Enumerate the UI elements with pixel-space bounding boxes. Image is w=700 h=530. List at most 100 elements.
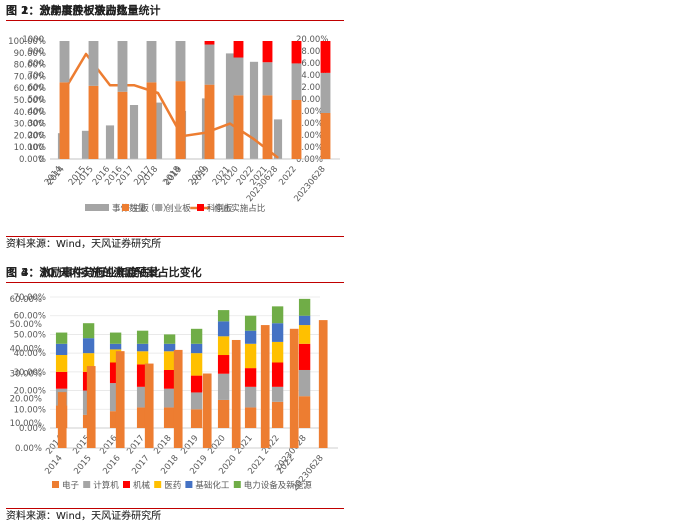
- point-2021: [229, 123, 231, 125]
- point-2018: [157, 92, 159, 94]
- y-tick-40-00-: 40.00%: [10, 345, 42, 355]
- bar---2016: [109, 343, 122, 350]
- bar-2017: [144, 363, 154, 448]
- bar---2021: [244, 315, 257, 331]
- y-right-tick-2-00-: 2.00%: [296, 143, 323, 153]
- y-tick-10-00-: 10.00%: [10, 419, 42, 429]
- panel-30day-implementation: 图 4：30 天内实施的激励预案占比变化 0.00% 10.00% 20.00% 30…: [0, 262, 348, 530]
- x-tick-2014: 2014: [43, 454, 65, 477]
- bar---2020: [233, 95, 244, 159]
- bar---2015: [82, 353, 95, 372]
- y-tick-0-00-: 0.00%: [19, 155, 46, 165]
- y-right-tick-12-00-: 12.00%: [296, 83, 328, 93]
- source-note: 资料来源：Wind，天风证券研究所: [6, 236, 344, 253]
- bar---2020: [217, 355, 230, 374]
- bar---2019: [204, 44, 215, 85]
- panel-board-share: 图 2：激励事件板块占比 0.00% 10.00% 20.00% 30.00% 40.0…: [0, 0, 348, 262]
- bar---2019: [190, 328, 203, 344]
- y-right-tick-14-00-: 14.00%: [296, 71, 328, 81]
- bar-2017: [129, 105, 139, 159]
- y-right-tick-18-00-: 18.00%: [296, 47, 328, 57]
- bar---2015: [88, 41, 99, 86]
- y-tick-40-00-: 40.00%: [14, 349, 46, 359]
- bar---2015: [82, 323, 95, 339]
- bar---2018: [175, 81, 186, 159]
- y-tick-20-00-: 20.00%: [10, 394, 42, 404]
- y-tick-70-00-: 70.00%: [14, 293, 46, 303]
- bar---20230628: [320, 41, 331, 73]
- y-right-tick-10-00-: 10.00%: [296, 95, 328, 105]
- bar-2018: [173, 349, 183, 448]
- y-left-tick-1000: 1000: [22, 35, 44, 45]
- legend-label--: 科创板: [207, 203, 233, 214]
- legend-label-stop: 停止实施占比: [214, 203, 265, 214]
- x-tick-2017: 2017: [130, 454, 152, 477]
- legend-swatch--: [122, 204, 129, 211]
- bar---2021: [244, 343, 257, 369]
- y-tick-30-00-: 30.00%: [14, 368, 46, 378]
- panel-title: 图 2：激励事件板块占比: [6, 3, 344, 21]
- bar---2021: [262, 95, 273, 159]
- bar---2014: [55, 371, 68, 389]
- bar---2019: [190, 392, 203, 410]
- x-tick-2015: 2015: [74, 165, 96, 188]
- bar---2018: [163, 388, 176, 408]
- point-2015: [85, 53, 87, 55]
- y-tick-60-00-: 60.00%: [10, 295, 42, 305]
- source-note: 资料来源：Wind，天风证券研究所: [6, 508, 344, 525]
- bar---2016: [109, 411, 122, 428]
- x-tick-2021: 2021: [246, 454, 268, 477]
- legend-swatch--: [123, 481, 130, 488]
- bar---20230628: [298, 396, 311, 428]
- bar---2019: [204, 84, 215, 159]
- bar---2019: [204, 41, 215, 45]
- bar---20230628: [298, 343, 311, 370]
- y-left-tick-200: 200: [28, 131, 44, 141]
- bar---20230628: [320, 72, 331, 113]
- bar---20230628: [320, 112, 331, 159]
- bar---2020: [217, 373, 230, 400]
- bar---2020: [217, 336, 230, 356]
- bar---2018: [163, 369, 176, 389]
- bar---2016: [109, 332, 122, 344]
- bar-2021: [225, 53, 235, 159]
- x-tick-2021: 2021: [248, 165, 270, 188]
- bar---2020: [233, 57, 244, 96]
- bar---2014: [59, 41, 70, 83]
- y-left-tick-700: 700: [28, 71, 44, 81]
- bar---2020: [217, 310, 230, 322]
- x-tick-2020: 2020: [219, 165, 241, 188]
- bar---2022: [271, 401, 284, 428]
- legend-swatch--: [154, 481, 162, 488]
- x-tick-2017: 2017: [132, 165, 154, 188]
- bar---2018: [163, 407, 176, 428]
- bar---2019: [190, 375, 203, 393]
- y-tick-80-00-: 80.00%: [14, 61, 46, 71]
- y-left-tick-100: 100: [28, 143, 44, 153]
- bar---2022: [271, 386, 284, 402]
- y-tick-30-00-: 30.00%: [14, 120, 46, 130]
- bar---2021: [244, 330, 257, 344]
- legend-label--: 电力设备及新能源: [244, 480, 313, 491]
- bar---2022: [271, 306, 284, 324]
- x-tick-2016: 2016: [101, 454, 123, 477]
- bar---2020: [217, 399, 230, 428]
- bar---2022: [291, 41, 302, 64]
- y-left-tick-300: 300: [28, 119, 44, 129]
- bar---2014: [55, 355, 68, 372]
- legend-label--: 机械: [133, 480, 151, 491]
- bar---2021: [244, 386, 257, 408]
- point-2017: [133, 84, 135, 86]
- bar---2019: [190, 409, 203, 428]
- bar---2015: [82, 338, 95, 354]
- bar---2022: [271, 323, 284, 342]
- legend-label--: 创业板: [165, 203, 191, 214]
- bar---2022: [271, 341, 284, 363]
- bar---2014: [55, 332, 68, 344]
- y-tick-30-00-: 30.00%: [10, 370, 42, 380]
- bar---2017: [136, 407, 149, 428]
- legend-swatch--: [233, 481, 241, 488]
- y-right-tick-16-00-: 16.00%: [296, 59, 328, 69]
- legend-swatch--: [83, 481, 91, 488]
- legend-swatch-count: [85, 204, 109, 211]
